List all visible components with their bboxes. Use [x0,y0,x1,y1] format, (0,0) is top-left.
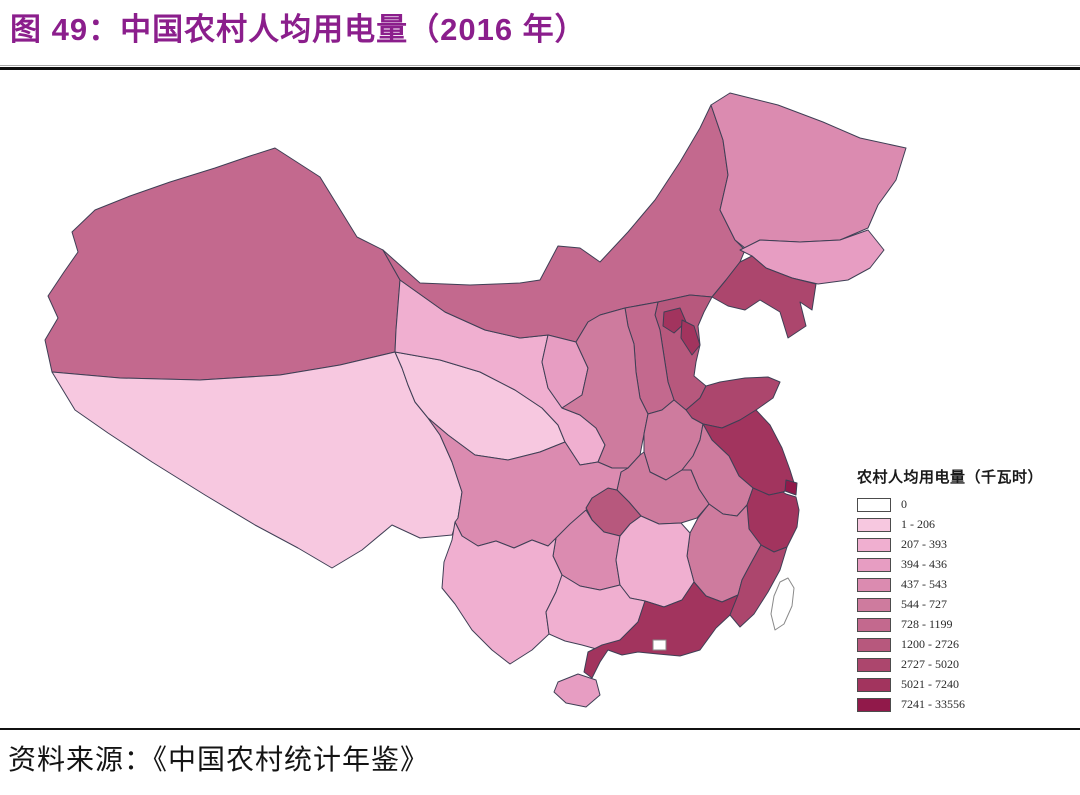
legend-swatch [857,517,891,532]
province-tibet [51,351,463,569]
legend-swatch [857,637,891,652]
bottom-divider [0,728,1080,730]
legend-label: 207 - 393 [901,537,947,551]
province-tianjin [680,319,701,356]
legend-label: 1200 - 2726 [901,637,959,651]
legend-swatch [857,557,891,572]
province-hong-kong [652,639,667,651]
legend-swatch [857,597,891,612]
source-note: 资料来源：《中国农村统计年鉴》 [8,745,430,776]
province-beijing [662,307,687,334]
legend-item: 7241 - 33556 [857,697,1072,712]
province-shanghai [784,479,798,496]
title-divider-gray [0,65,1080,66]
legend-item: 544 - 727 [857,597,1072,612]
legend-item: 2727 - 5020 [857,657,1072,672]
legend-swatch [857,617,891,632]
legend-items: 0 1 - 206 207 - 393 394 - 436 437 - 543 544 -… [857,497,1072,712]
legend-swatch [857,697,891,712]
province-guangdong [583,581,739,679]
province-hainan [553,673,601,708]
legend-swatch [857,577,891,592]
legend-swatch [857,497,891,512]
province-hunan [615,515,695,608]
province-fujian [729,544,788,628]
province-heilongjiang [710,92,907,249]
legend-swatch [857,677,891,692]
legend: 农村人均用电量（千瓦时） 0 1 - 206 207 - 393 394 - 436 4… [857,466,1072,717]
legend-item: 728 - 1199 [857,617,1072,632]
legend-label: 1 - 206 [901,517,935,531]
legend-label: 394 - 436 [901,557,947,571]
legend-item: 1 - 206 [857,517,1072,532]
province-taiwan [770,577,795,631]
legend-title: 农村人均用电量（千瓦时） [857,470,1044,486]
legend-item: 394 - 436 [857,557,1072,572]
legend-item: 207 - 393 [857,537,1072,552]
province-liaoning [711,255,817,339]
legend-label: 544 - 727 [901,597,947,611]
legend-label: 7241 - 33556 [901,697,965,711]
legend-swatch [857,657,891,672]
legend-item: 1200 - 2726 [857,637,1072,652]
province-sichuan [427,417,629,549]
legend-swatch [857,537,891,552]
legend-label: 728 - 1199 [901,617,953,631]
legend-item: 5021 - 7240 [857,677,1072,692]
legend-item: 0 [857,497,1072,512]
legend-label: 2727 - 5020 [901,657,959,671]
legend-label: 0 [901,497,907,511]
title-divider [0,67,1080,70]
province-xinjiang [44,147,401,381]
figure-title: 图 49：中国农村人均用电量（2016 年） [10,12,587,47]
legend-label: 437 - 543 [901,577,947,591]
legend-item: 437 - 543 [857,577,1072,592]
legend-label: 5021 - 7240 [901,677,959,691]
